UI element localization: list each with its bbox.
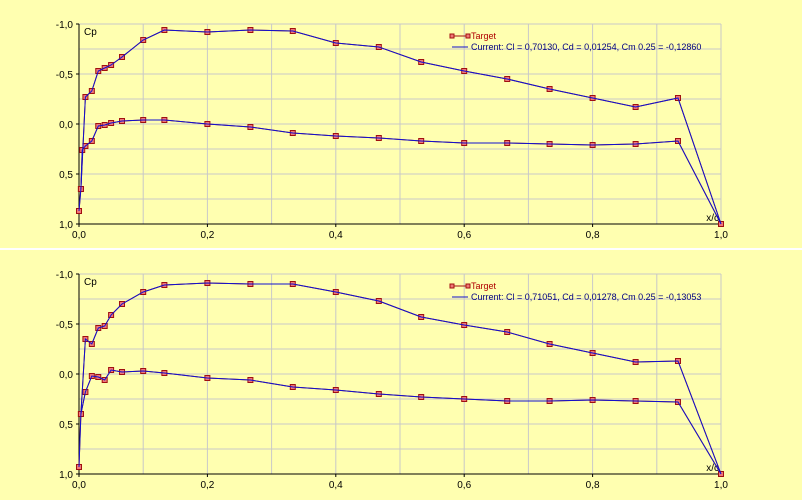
y-tick-label: 0,0 — [59, 120, 73, 131]
y-tick-label: 0,5 — [59, 170, 73, 181]
y-tick-label: 0,0 — [59, 370, 73, 381]
x-tick-label: 1,0 — [714, 480, 728, 491]
y-tick-label: -0,5 — [56, 320, 74, 331]
legend-marker — [465, 283, 471, 289]
cp-chart-panel-1: -1,0 -0,5 0,0 0,5 1,0 0,0 0,2 0,4 0,6 0,8 1,0 Cp x/c… — [0, 0, 802, 248]
legend-label-current: Current: Cl = 0,71051, Cd = 0,01278, Cm … — [471, 292, 701, 302]
series-current — [78, 29, 722, 225]
y-tick-label: -1,0 — [56, 270, 74, 281]
x-tick-label: 0,6 — [457, 480, 471, 491]
y-tick-label: 0,5 — [59, 420, 73, 431]
grid — [78, 23, 722, 225]
series-line-upper — [78, 29, 722, 225]
y-tick-label: -1,0 — [56, 20, 74, 31]
cp-chart-panel-2: -1,0 -0,5 0,0 0,5 1,0 0,0 0,2 0,4 0,6 0,8 1,0 Cp x/c… — [0, 250, 802, 498]
legend-marker — [449, 283, 455, 289]
legend-label-target: Target — [471, 31, 497, 41]
x-tick-label: 0,0 — [72, 230, 86, 241]
series-line-lower — [80, 369, 722, 475]
x-tick-label: 0,0 — [72, 480, 86, 491]
x-tick-label: 0,4 — [329, 230, 343, 241]
y-tick-label: -0,5 — [56, 70, 74, 81]
series-line-lower — [80, 369, 722, 475]
x-tick-label: 0,6 — [457, 230, 471, 241]
cp-chart-1: -1,0-0,50,00,51,00,0 0,2 0,4 0,6 0,8 1,0Cpx/c… — [56, 20, 729, 241]
x-tick-label: 1,0 — [714, 230, 728, 241]
x-tick-label: 0,2 — [200, 480, 214, 491]
legend-marker — [465, 33, 471, 39]
series-line-lower — [80, 119, 722, 225]
cp-chart-2: -1,0-0,50,00,51,00,0 0,2 0,4 0,6 0,8 1,0Cpx/c… — [56, 270, 729, 491]
x-tick-label: 0,4 — [329, 480, 343, 491]
legend-label-target: Target — [471, 281, 497, 291]
series-current — [78, 282, 722, 475]
x-tick-label: 0,2 — [200, 230, 214, 241]
y-axis-label: Cp — [84, 27, 97, 38]
y-tick-label: 1,0 — [59, 220, 73, 231]
x-axis-label: x/c — [706, 463, 719, 474]
legend-marker — [449, 33, 455, 39]
x-tick-label: 0,8 — [586, 230, 600, 241]
y-axis-label: Cp — [84, 277, 97, 288]
legend-label-current: Current: Cl = 0,70130, Cd = 0,01254, Cm … — [471, 42, 701, 52]
grid — [78, 273, 722, 475]
x-axis-label: x/c — [706, 213, 719, 224]
x-tick-label: 0,8 — [586, 480, 600, 491]
series-line-upper — [78, 282, 722, 475]
y-tick-label: 1,0 — [59, 470, 73, 481]
panel-divider — [0, 248, 802, 250]
series-line-lower — [80, 119, 722, 225]
